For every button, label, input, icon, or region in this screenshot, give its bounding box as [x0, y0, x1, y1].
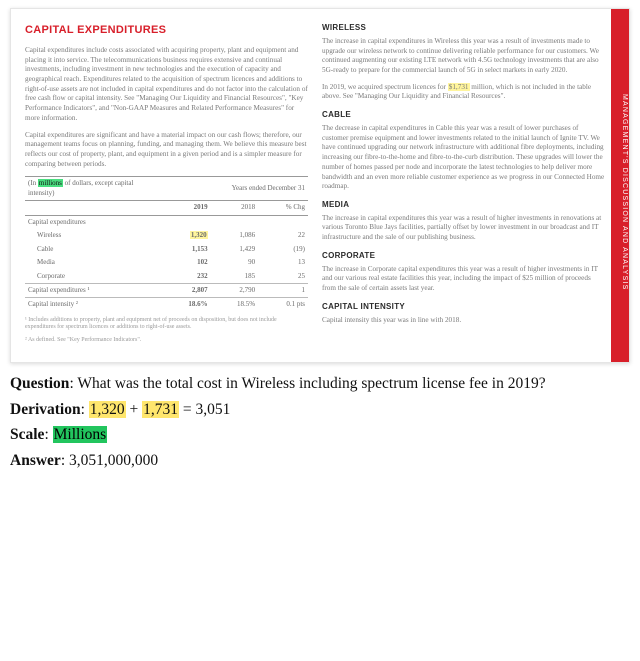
footnote-1: ¹ Includes additions to property, plant … [25, 317, 308, 332]
corporate-para: The increase in Corporate capital expend… [322, 265, 605, 294]
table-caption-hl: millions [38, 179, 63, 187]
left-column: CAPITAL EXPENDITURES Capital expenditure… [25, 23, 308, 344]
table-row: Cable1,1531,429(19) [25, 243, 308, 256]
side-tab: MANAGEMENT'S DISCUSSION AND ANALYSIS [611, 9, 629, 362]
ci-para: Capital intensity this year was in line … [322, 316, 605, 326]
derivation-b: 1,731 [142, 401, 179, 418]
col-2019: 2019 [161, 201, 211, 215]
qa-answer: Answer: 3,051,000,000 [10, 450, 630, 472]
heading-cable: CABLE [322, 110, 605, 121]
qa-derivation: Derivation: 1,320 + 1,731 = 3,051 [10, 399, 630, 421]
col-2018: 2018 [211, 201, 259, 215]
heading-corporate: CORPORATE [322, 251, 605, 262]
capex-para-2: Capital expenditures are significant and… [25, 131, 308, 170]
heading-media: MEDIA [322, 200, 605, 211]
section-title-capex: CAPITAL EXPENDITURES [25, 23, 308, 38]
document-page: MANAGEMENT'S DISCUSSION AND ANALYSIS CAP… [10, 8, 630, 363]
table-row-intensity: Capital intensity ²18.6%18.5%0.1 pts [25, 298, 308, 312]
table-row: Corporate23218525 [25, 270, 308, 284]
media-para: The increase in capital expenditures thi… [322, 214, 605, 243]
cell-wireless-2019: 1,320 [190, 231, 208, 239]
wireless-para-1: The increase in capital expenditures in … [322, 37, 605, 76]
right-column: WIRELESS The increase in capital expendi… [322, 23, 619, 344]
table-row: Media1029013 [25, 256, 308, 269]
cable-para: The decrease in capital expenditures in … [322, 124, 605, 192]
wireless-amount-hl: $1,731 [448, 83, 470, 91]
table-row-total: Capital expenditures ¹2,8072,7901 [25, 283, 308, 297]
wireless-para-2: In 2019, we acquired spectrum licences f… [322, 83, 605, 102]
table-row: Wireless 1,320 1,086 22 [25, 229, 308, 242]
qa-scale: Scale: Millions [10, 424, 630, 446]
capex-para-1: Capital expenditures include costs assoc… [25, 46, 308, 124]
derivation-a: 1,320 [89, 401, 126, 418]
table-caption-a: (In [28, 179, 38, 187]
qa-block: Question: What was the total cost in Wir… [10, 373, 630, 472]
qa-question: Question: What was the total cost in Wir… [10, 373, 630, 395]
footnote-2: ² As defined. See "Key Performance Indic… [25, 337, 308, 345]
capex-table: (In millions of dollars, except capital … [25, 176, 308, 311]
table-caption-right: Years ended December 31 [161, 177, 308, 201]
col-chg: % Chg [258, 201, 308, 215]
col-blank [25, 201, 161, 215]
heading-wireless: WIRELESS [322, 23, 605, 34]
row-group: Capital expenditures [25, 215, 308, 229]
heading-capital-intensity: CAPITAL INTENSITY [322, 302, 605, 313]
scale-value: Millions [53, 426, 108, 443]
